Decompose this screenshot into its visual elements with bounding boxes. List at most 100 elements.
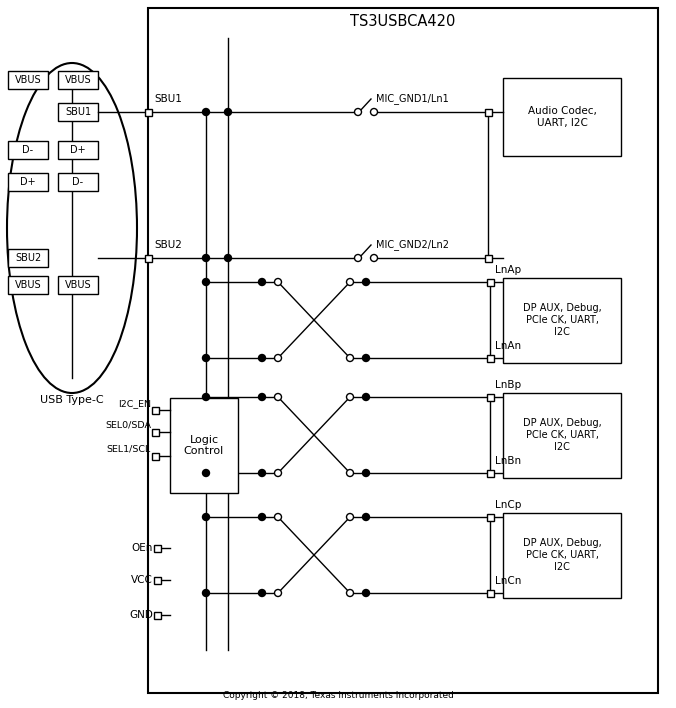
Text: SBU1: SBU1	[154, 94, 182, 104]
Ellipse shape	[7, 63, 137, 393]
Text: DP AUX, Debug,
PCIe CK, UART,
I2C: DP AUX, Debug, PCIe CK, UART, I2C	[523, 418, 602, 452]
Bar	[58, 141, 98, 159]
Circle shape	[362, 513, 370, 520]
Bar	[151, 428, 158, 435]
Bar	[58, 103, 98, 121]
Text: D+: D+	[70, 145, 86, 155]
Bar	[8, 173, 48, 191]
Circle shape	[274, 513, 281, 520]
Circle shape	[258, 590, 266, 597]
Circle shape	[203, 469, 210, 476]
Text: MIC_GND1/Ln1: MIC_GND1/Ln1	[376, 93, 449, 104]
Text: VBUS: VBUS	[65, 75, 91, 85]
Circle shape	[258, 513, 266, 520]
Bar	[487, 469, 493, 476]
Text: DP AUX, Debug,
PCIe CK, UART,
I2C: DP AUX, Debug, PCIe CK, UART, I2C	[523, 538, 602, 571]
Text: D-: D-	[72, 177, 84, 187]
Text: GND: GND	[129, 610, 153, 620]
Circle shape	[258, 355, 266, 362]
Bar	[8, 141, 48, 159]
Circle shape	[362, 469, 370, 476]
Circle shape	[347, 469, 354, 476]
Bar	[487, 394, 493, 401]
Circle shape	[203, 513, 210, 520]
Circle shape	[347, 590, 354, 597]
Circle shape	[347, 278, 354, 285]
Circle shape	[274, 590, 281, 597]
Circle shape	[203, 394, 210, 401]
Circle shape	[370, 254, 377, 261]
Text: SEL0/SDA: SEL0/SDA	[105, 421, 151, 430]
Circle shape	[224, 108, 231, 115]
Circle shape	[362, 590, 370, 597]
Bar	[8, 71, 48, 89]
Circle shape	[203, 254, 210, 261]
Circle shape	[347, 513, 354, 520]
Circle shape	[347, 394, 354, 401]
Text: LnAn: LnAn	[495, 341, 521, 351]
Bar	[58, 276, 98, 294]
Bar	[151, 452, 158, 459]
Circle shape	[203, 355, 210, 362]
Text: Copyright © 2018, Texas Instruments Incorporated: Copyright © 2018, Texas Instruments Inco…	[222, 691, 454, 700]
Circle shape	[274, 278, 281, 285]
Bar	[170, 398, 238, 493]
Text: D+: D+	[20, 177, 36, 187]
Circle shape	[347, 355, 354, 362]
Text: LnCp: LnCp	[495, 500, 521, 510]
Bar	[153, 576, 160, 583]
Bar	[148, 8, 658, 693]
Text: VBUS: VBUS	[65, 280, 91, 290]
Text: OEn: OEn	[132, 543, 153, 553]
Bar	[145, 108, 151, 115]
Text: DP AUX, Debug,
PCIe CK, UART,
I2C: DP AUX, Debug, PCIe CK, UART, I2C	[523, 304, 602, 336]
Bar	[487, 355, 493, 362]
Text: LnAp: LnAp	[495, 265, 521, 275]
Circle shape	[258, 278, 266, 285]
Circle shape	[203, 590, 210, 597]
Text: LnCn: LnCn	[495, 576, 521, 586]
Circle shape	[258, 394, 266, 401]
Text: D-: D-	[22, 145, 34, 155]
Circle shape	[362, 355, 370, 362]
Circle shape	[354, 108, 362, 115]
Bar	[487, 590, 493, 597]
Text: SBU2: SBU2	[154, 240, 182, 250]
Circle shape	[370, 108, 377, 115]
Text: VBUS: VBUS	[15, 75, 41, 85]
Bar	[485, 108, 491, 115]
Bar	[485, 254, 491, 261]
Bar	[8, 276, 48, 294]
Bar	[58, 71, 98, 89]
Bar	[8, 249, 48, 267]
Circle shape	[224, 254, 231, 261]
Circle shape	[362, 278, 370, 285]
Bar	[145, 254, 151, 261]
Circle shape	[274, 355, 281, 362]
Bar	[503, 278, 621, 362]
Text: VBUS: VBUS	[15, 280, 41, 290]
Bar	[58, 173, 98, 191]
Text: I2C_EN: I2C_EN	[118, 399, 151, 408]
Text: TS3USBCA420: TS3USBCA420	[350, 14, 456, 30]
Text: VCC: VCC	[131, 575, 153, 585]
Text: LnBp: LnBp	[495, 380, 521, 390]
Text: SEL1/SCL: SEL1/SCL	[107, 445, 151, 454]
Text: LnBn: LnBn	[495, 456, 521, 466]
Circle shape	[362, 394, 370, 401]
Bar	[153, 544, 160, 552]
Circle shape	[203, 108, 210, 115]
Bar	[487, 513, 493, 520]
Text: Logic
Control: Logic Control	[184, 435, 224, 456]
Bar	[503, 513, 621, 598]
Bar	[503, 78, 621, 156]
Text: USB Type-C: USB Type-C	[40, 395, 104, 405]
Text: SBU1: SBU1	[65, 107, 91, 117]
Bar	[503, 392, 621, 477]
Circle shape	[274, 469, 281, 476]
Bar	[487, 278, 493, 285]
Circle shape	[203, 278, 210, 285]
Text: SBU2: SBU2	[15, 253, 41, 263]
Bar	[151, 406, 158, 413]
Circle shape	[274, 394, 281, 401]
